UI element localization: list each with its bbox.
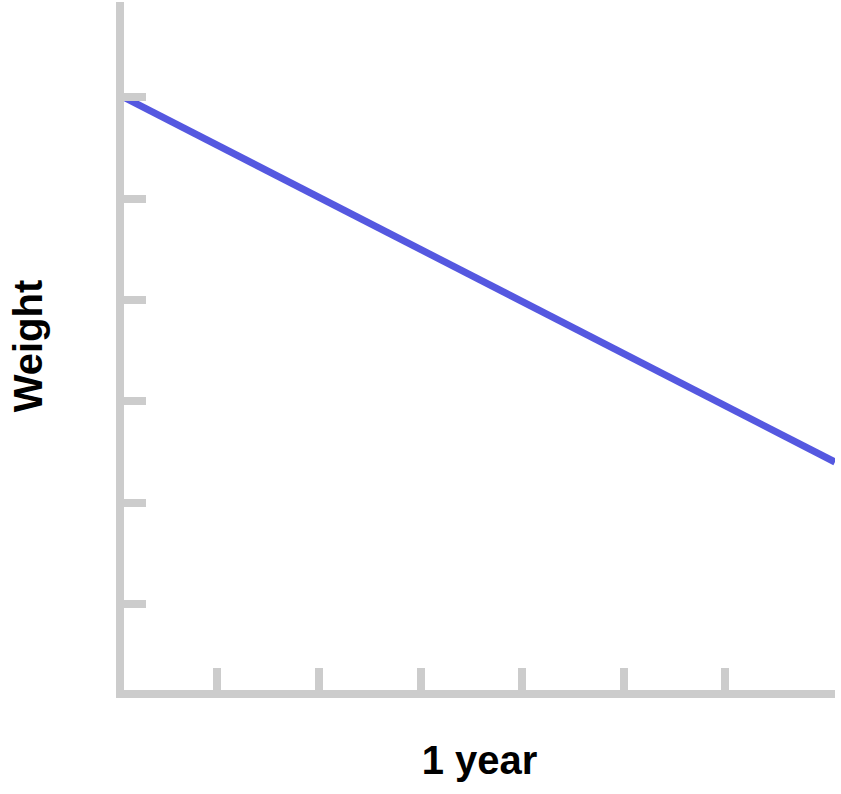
svg-text:Weight: Weight: [6, 280, 50, 413]
svg-text:1 year: 1 year: [422, 738, 538, 782]
